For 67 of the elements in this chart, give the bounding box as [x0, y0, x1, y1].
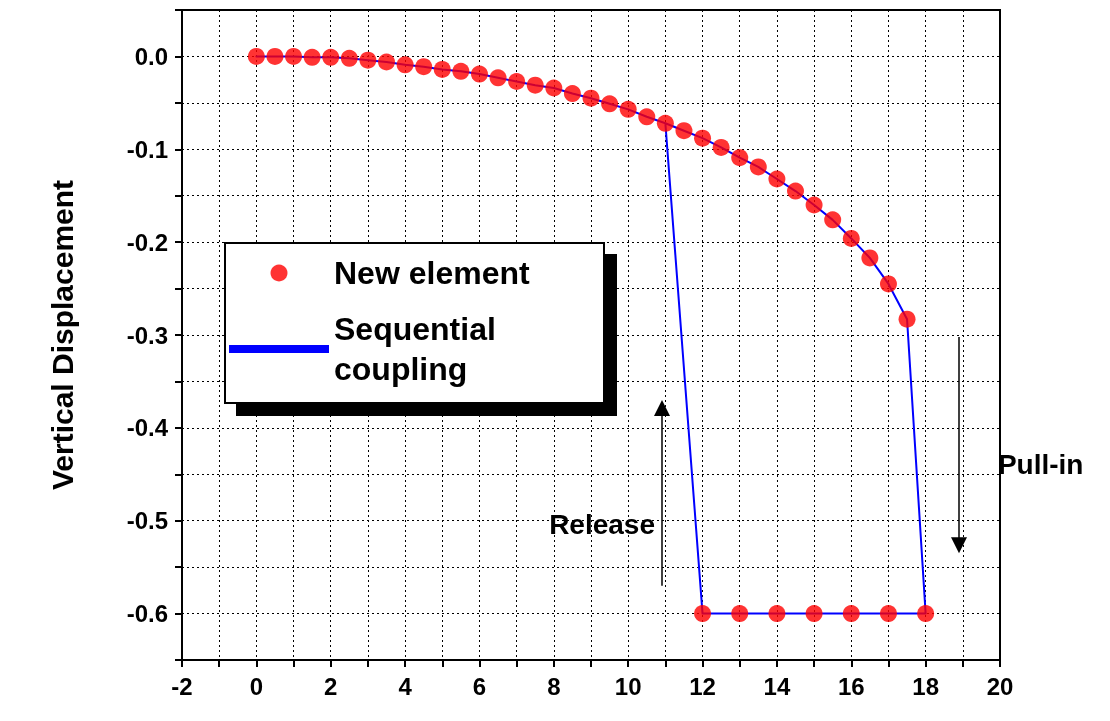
point [396, 56, 414, 74]
point [824, 211, 842, 229]
y-tick-label: -0.5 [126, 507, 168, 535]
x-tick-label: 16 [837, 672, 865, 700]
point [489, 69, 507, 87]
x-tick-label: 8 [547, 672, 561, 700]
point [303, 48, 321, 66]
point [768, 170, 786, 188]
y-tick-label: -0.4 [126, 414, 169, 442]
point [433, 60, 451, 78]
point [285, 47, 303, 65]
point [638, 108, 656, 126]
point [842, 229, 860, 247]
x-tick-label: 12 [689, 672, 716, 700]
point [378, 53, 395, 71]
x-tick-label: 4 [398, 672, 413, 700]
point [675, 122, 693, 140]
x-tick-label: 6 [472, 672, 487, 700]
point [898, 310, 916, 328]
point [712, 138, 730, 156]
x-tick-label: 2 [324, 672, 338, 700]
point [749, 158, 767, 176]
y-axis-title: Vertical Displacement [45, 179, 79, 491]
point [582, 89, 600, 107]
point [787, 182, 804, 200]
point [322, 48, 340, 66]
point [768, 605, 786, 623]
x-tick-label: 0 [249, 672, 264, 700]
point [805, 196, 823, 214]
y-tick-label: -0.1 [126, 135, 168, 163]
point [415, 58, 433, 76]
x-tick-label: -2 [171, 672, 193, 700]
point [266, 47, 284, 65]
y-tick-label: 0.0 [134, 42, 168, 70]
point [656, 114, 674, 132]
point [247, 47, 265, 65]
point [731, 605, 749, 623]
x-tick-label: 10 [614, 672, 642, 700]
point [731, 149, 749, 167]
point [694, 129, 712, 147]
annotation: Pull-in [997, 449, 1084, 481]
x-tick-label: 20 [986, 672, 1014, 700]
point [359, 51, 377, 69]
point [563, 85, 581, 103]
y-tick-label: -0.3 [126, 321, 168, 349]
point [470, 65, 488, 83]
y-tick-label: -0.6 [126, 600, 168, 628]
point [619, 100, 637, 118]
legend-label: New element [334, 255, 530, 291]
point [805, 605, 823, 623]
point [917, 605, 935, 623]
legend-label: Sequential coupling [334, 311, 505, 387]
y-tick-label: -0.2 [126, 228, 168, 256]
point [842, 605, 860, 623]
point [452, 62, 470, 80]
point [526, 76, 544, 94]
point [861, 249, 879, 267]
annotation: Release [549, 509, 656, 542]
point [340, 49, 358, 67]
point [694, 605, 712, 623]
point [879, 605, 897, 623]
point [508, 73, 526, 90]
point [545, 79, 563, 97]
x-tick-label: 14 [763, 672, 791, 700]
x-tick-label: 18 [912, 672, 939, 700]
point [601, 95, 619, 113]
point [879, 275, 897, 293]
